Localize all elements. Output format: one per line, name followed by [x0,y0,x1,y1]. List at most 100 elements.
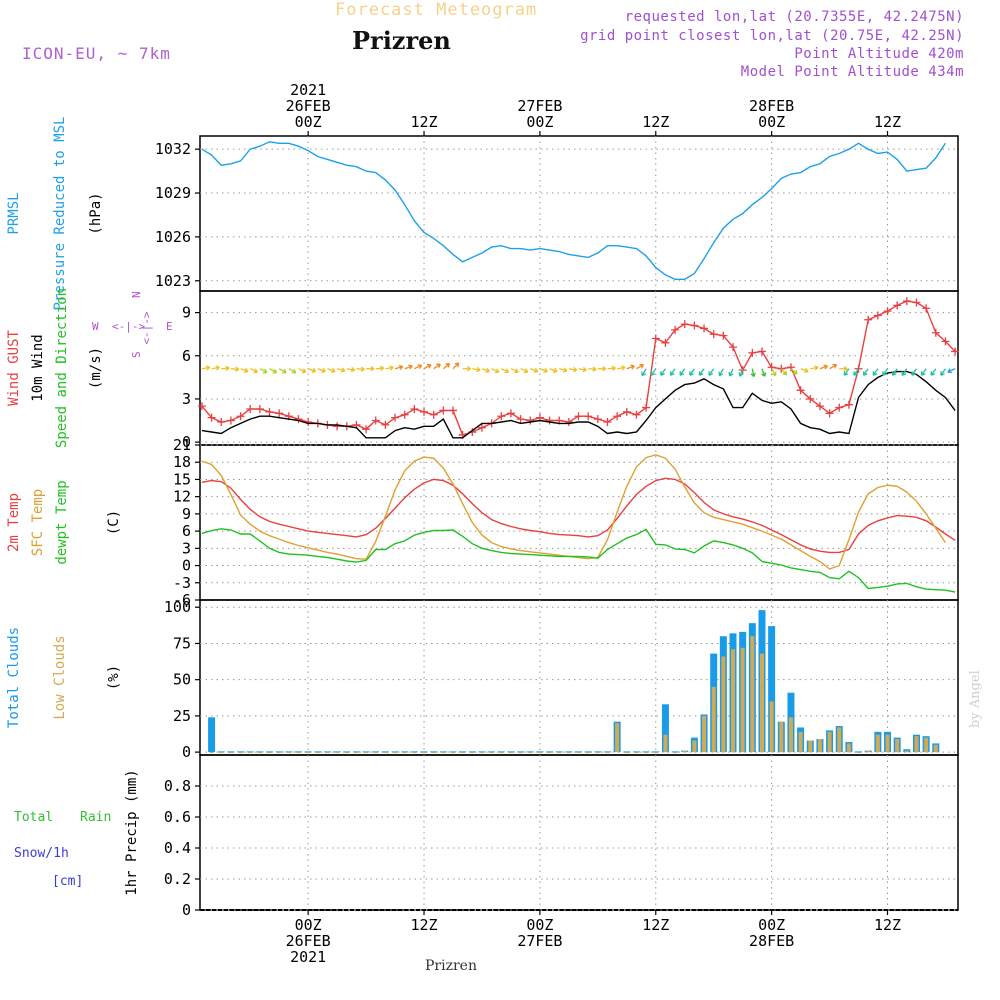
wind-direction-arrow [346,366,356,373]
wind-direction-arrow [307,367,317,373]
low_clouds-bar [499,752,504,754]
arrow-shaft [201,366,210,370]
gust-marker [226,416,235,425]
wind-direction-arrow [641,368,647,377]
arrow-head [679,371,685,376]
wind-direction-arrow [940,368,946,376]
gust-marker [951,347,960,356]
arrow-head [738,372,744,377]
low_clouds-bar [759,653,764,753]
y-tick-label: 50 [173,671,191,689]
total_clouds-bar [420,751,428,753]
arrow-head [262,368,268,374]
wind-direction-arrow [433,363,441,370]
low_clouds-bar [827,731,832,753]
bottom-time-label: 00Z [295,916,322,934]
y-tick-label: 9 [182,304,191,322]
y-tick-label: 6 [182,522,191,540]
y-axis-label: (C) [106,510,122,535]
arrow-head [466,366,471,372]
low_clouds-bar [364,752,369,754]
arrow-shaft [510,368,519,373]
arrow-shaft [211,366,220,370]
low_clouds-bar [644,752,649,754]
low_clouds-bar [673,752,678,754]
y-tick-label: 0.2 [164,870,191,888]
total_clouds-bar [584,751,592,753]
arrow-shaft [559,368,568,372]
arrow-shaft [679,368,686,376]
arrow-head [398,364,404,371]
low_clouds-bar [711,686,716,753]
total_clouds-bar [343,751,351,753]
y-tick-label: 0 [182,901,191,919]
y-tick-label: 1032 [155,140,191,158]
arrow-head [621,365,626,371]
arrow-head [235,366,240,372]
gust-marker [391,413,400,422]
wind-direction-arrow [843,368,850,376]
gust-marker [506,409,515,418]
wind-direction-arrow [481,367,490,373]
arrow-shaft [607,367,616,370]
arrow-shaft [892,368,898,376]
wind-direction-arrow [911,368,918,376]
arrow-head [553,367,558,373]
arrow-shaft [660,368,666,376]
arrow-head [750,372,756,378]
wind-direction-arrow [240,367,249,373]
low_clouds-bar [798,731,803,753]
wind-direction-arrow [607,365,616,371]
low_clouds-bar [422,752,427,754]
arrow-head [823,364,828,370]
wind-direction-arrow [829,363,838,370]
bottom-time-label: 28FEB [749,932,794,950]
top-time-label: 2021 [290,81,326,99]
low_clouds-bar [306,752,311,754]
gust-marker [217,417,226,426]
top-time-label: 00Z [295,113,322,131]
y-axis-label: PRMSL [6,192,22,234]
total_clouds-bar [575,751,583,753]
y-tick-label: 1026 [155,228,191,246]
total_clouds-bar [565,751,573,753]
arrow-shaft [278,368,287,374]
precip-snow-unit: [cm] [52,874,84,889]
gust-marker [864,315,873,324]
arrow-head [804,367,809,373]
arrow-shaft [588,368,597,371]
arrow-head [708,371,714,376]
total_clouds-bar [768,626,776,753]
low_clouds-bar [856,752,861,754]
y-axis-label: 2m Temp [6,493,22,552]
total_clouds-bar [362,751,370,753]
arrow-head [611,365,616,371]
arrow-shaft [578,368,587,371]
low_clouds-bar [412,752,417,754]
wind-direction-arrow [317,367,326,373]
low_clouds-bar [547,752,552,754]
arrow-shaft [921,368,927,376]
gust-marker [246,405,255,414]
wind-direction-arrow [810,365,819,371]
arrow-shaft [385,366,394,370]
arrow-shaft [500,368,509,373]
gust-marker [197,402,206,411]
arrow-head [630,364,635,370]
wind-direction-arrow [230,366,240,372]
gust-marker [883,307,892,316]
total_clouds-bar [594,751,602,753]
panel-wind: 0 3 6 9 Wind GUST 10m Wind Speed and Direction… [6,288,960,451]
arrow-head [533,367,539,373]
arrow-shaft [780,368,787,376]
arrow-head [244,367,249,373]
arrow-head [253,368,259,374]
arrow-head [891,371,897,376]
low_clouds-bar [335,752,340,754]
arrow-shaft [863,368,869,376]
total_clouds-bar [468,751,476,753]
low_clouds-bar [508,752,513,754]
wind-direction-arrow [462,366,471,372]
arrow-head [940,371,945,376]
wind-direction-arrow [660,368,666,376]
